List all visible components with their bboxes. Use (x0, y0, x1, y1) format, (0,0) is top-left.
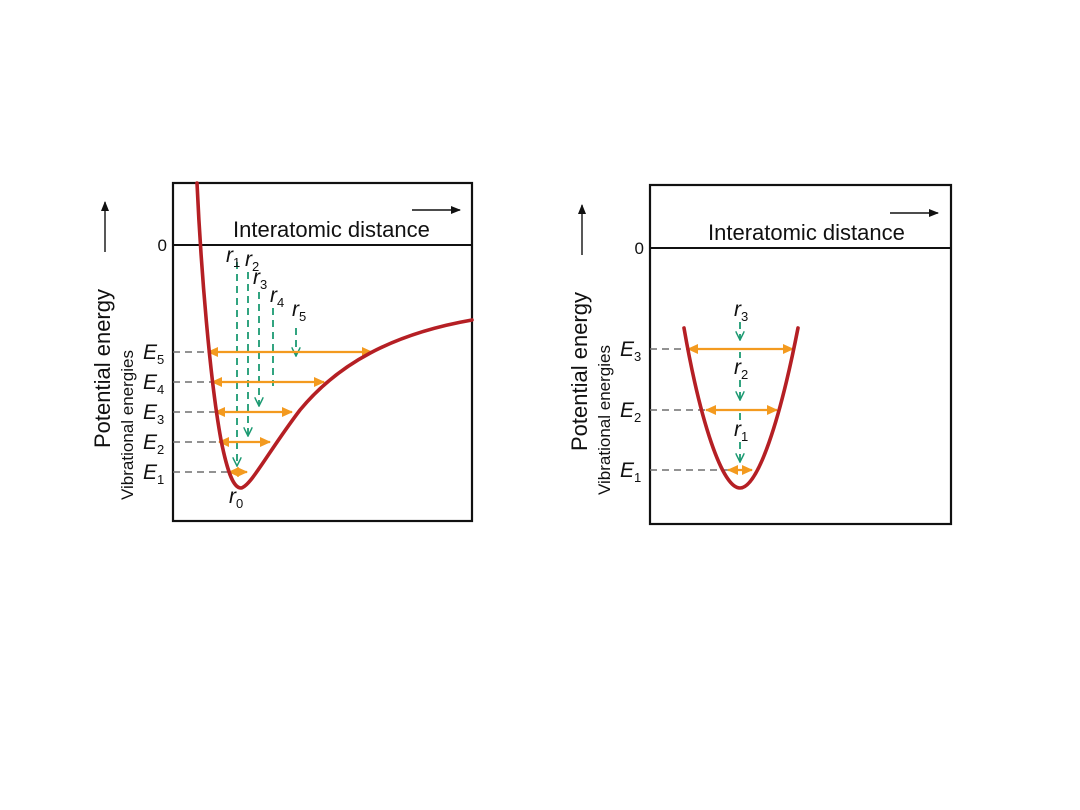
left-energy-label-e5: E5 (143, 341, 164, 367)
right-panel: 0 Interatomic distance Potential energy … (567, 183, 953, 526)
right-x-axis-label: Interatomic distance (708, 220, 905, 245)
left-energy-label-e4: E4 (143, 371, 164, 397)
left-energy-labels: E5 E4 E3 E2 E1 (143, 341, 164, 487)
left-radius-labels: r1 r2 r3 r4 r5 r0 (226, 244, 306, 511)
left-radius-label-r1: r1 (226, 244, 240, 270)
left-x-axis-label: Interatomic distance (233, 217, 430, 242)
right-energy-label-e3: E3 (620, 338, 641, 364)
right-radius-label-r2: r2 (734, 356, 748, 382)
right-potential-curve (682, 326, 800, 490)
left-equilibrium-lines (237, 262, 296, 466)
right-levels-label: Vibrational energies (595, 345, 614, 495)
right-plot-frame (648, 183, 953, 526)
right-energy-label-e1: E1 (620, 459, 641, 485)
left-zero-label: 0 (158, 236, 167, 255)
left-levels-label: Vibrational energies (118, 350, 137, 500)
left-energy-label-e3: E3 (143, 401, 164, 427)
left-radius-label-r0: r0 (229, 485, 243, 511)
left-level-dashes (173, 351, 229, 473)
right-radius-label-r3: r3 (734, 298, 748, 324)
right-radius-label-r1: r1 (734, 418, 748, 444)
right-level-dashes (650, 348, 728, 471)
left-energy-label-e1: E1 (143, 461, 164, 487)
right-radius-labels: r3 r2 r1 (734, 298, 748, 444)
right-amplitude-arrows (687, 344, 794, 475)
left-radius-label-r3: r3 (253, 266, 267, 292)
right-y-axis-label: Potential energy (567, 292, 592, 451)
left-amplitude-arrows (207, 347, 373, 477)
left-radius-label-r2: r2 (245, 248, 259, 274)
left-energy-label-e2: E2 (143, 431, 164, 457)
left-potential-curve (195, 181, 474, 490)
right-zero-label: 0 (635, 239, 644, 258)
left-y-axis-label: Potential energy (90, 289, 115, 448)
right-energy-label-e2: E2 (620, 399, 641, 425)
left-radius-label-r5: r5 (292, 298, 306, 324)
left-panel: 0 Interatomic distance Potential energy … (90, 181, 474, 523)
right-energy-labels: E3 E2 E1 (620, 338, 641, 485)
left-radius-label-r4: r4 (270, 284, 284, 310)
